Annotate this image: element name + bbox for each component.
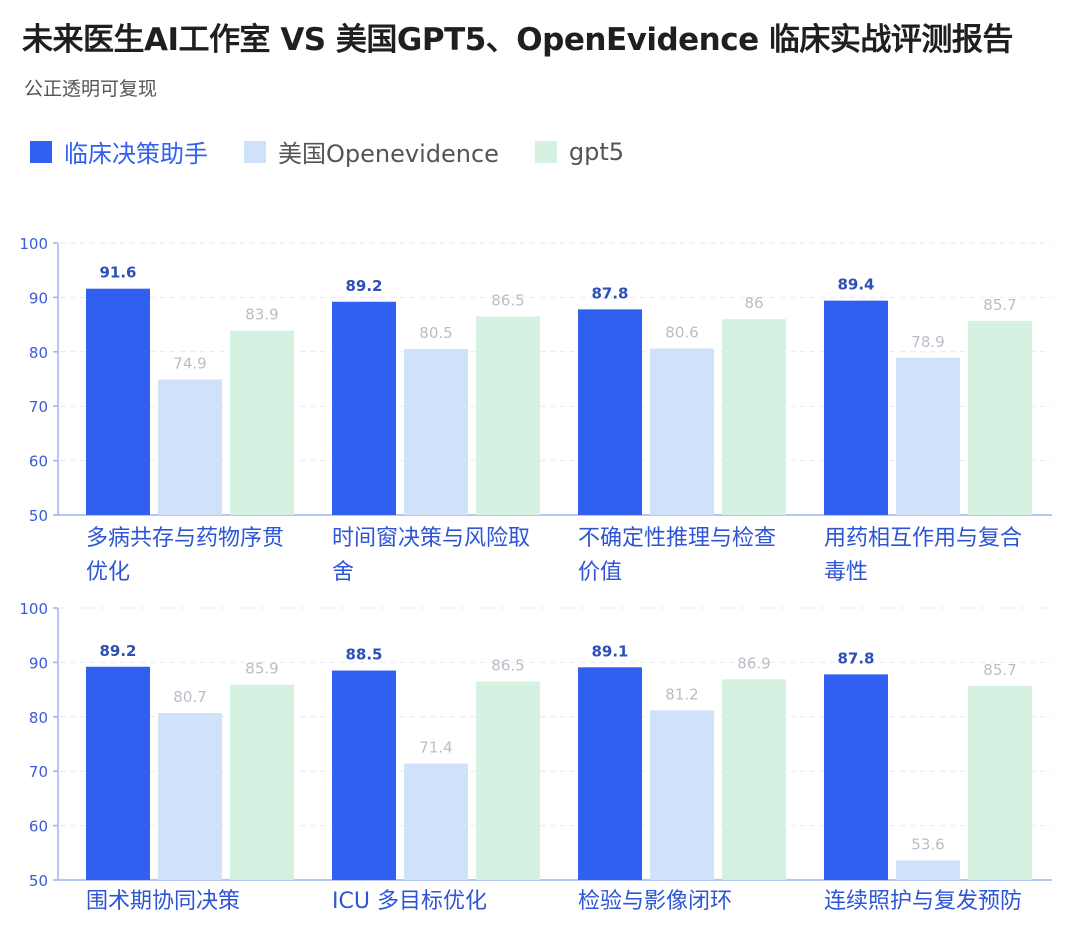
y-tick-label: 50 — [29, 872, 48, 890]
bar-value-label: 91.6 — [99, 264, 136, 282]
bar-value-label: 83.9 — [245, 306, 278, 324]
bar — [476, 316, 540, 515]
legend-item-1[interactable]: 临床决策助手 — [30, 134, 208, 169]
bar — [476, 681, 540, 880]
legend-label-1: 临床决策助手 — [64, 140, 208, 168]
legend-label-2: 美国Openevidence — [278, 140, 499, 168]
bar — [158, 379, 222, 515]
y-tick-label: 70 — [29, 763, 48, 781]
legend-item-3[interactable]: gpt5 — [534, 137, 625, 166]
bar — [722, 679, 786, 880]
page-subtitle: 公正透明可复现 — [24, 78, 158, 100]
bar — [722, 319, 786, 515]
category-label: 不确定性推理与检查价值 — [578, 526, 776, 585]
bar-value-label: 89.4 — [837, 276, 874, 294]
bar — [230, 684, 294, 880]
category-label: 围术期协同决策 — [86, 889, 240, 914]
bar-value-label: 80.6 — [665, 324, 698, 342]
bar — [86, 288, 150, 515]
chart-legend: 临床决策助手 美国Openevidence gpt5 — [30, 134, 660, 169]
bar — [404, 349, 468, 515]
bar-value-label: 88.5 — [345, 646, 382, 664]
category-label: ICU 多目标优化 — [332, 889, 487, 914]
bar-value-label: 71.4 — [419, 739, 452, 757]
page-title: 未来医生AI工作室 VS 美国GPT5、OpenEvidence 临床实战评测报… — [22, 22, 1013, 58]
bar — [578, 667, 642, 880]
bar-value-label: 85.7 — [983, 296, 1016, 314]
y-tick-label: 100 — [19, 600, 48, 618]
bar-value-label: 74.9 — [173, 355, 206, 373]
bar-value-label: 89.2 — [345, 277, 382, 295]
category-label: 多病共存与药物序贯优化 — [86, 526, 284, 585]
bar-value-label: 86.5 — [491, 656, 524, 674]
bar — [332, 670, 396, 880]
bar-value-label: 86 — [744, 294, 763, 312]
category-label: 连续照护与复发预防 — [824, 889, 1022, 914]
y-tick-label: 60 — [29, 453, 48, 471]
y-tick-label: 70 — [29, 398, 48, 416]
bar-value-label: 78.9 — [911, 333, 944, 351]
legend-swatch-2 — [244, 140, 266, 163]
legend-swatch-1 — [30, 140, 52, 163]
bar-value-label: 80.7 — [173, 688, 206, 706]
bar-value-label: 80.5 — [419, 324, 452, 342]
bar-value-label: 81.2 — [665, 685, 698, 703]
y-tick-label: 60 — [29, 818, 48, 836]
y-tick-label: 90 — [29, 654, 48, 672]
y-tick-label: 80 — [29, 709, 48, 727]
category-label: 时间窗决策与风险取舍 — [332, 526, 530, 585]
legend-item-2[interactable]: 美国Openevidence — [244, 134, 499, 169]
legend-label-3: gpt5 — [568, 137, 625, 166]
bar — [650, 348, 714, 515]
y-tick-label: 50 — [29, 507, 48, 525]
bar — [332, 301, 396, 515]
bar-value-label: 87.8 — [837, 649, 874, 667]
bar-value-label: 85.7 — [983, 661, 1016, 679]
bar — [404, 763, 468, 880]
bar-value-label: 89.1 — [591, 642, 628, 660]
legend-swatch-3 — [534, 140, 557, 163]
category-label: 用药相互作用与复合毒性 — [824, 526, 1022, 585]
bar — [578, 309, 642, 515]
bar — [968, 685, 1032, 880]
bar-value-label: 86.9 — [737, 654, 770, 672]
bar — [86, 666, 150, 880]
bar — [158, 712, 222, 880]
bar — [824, 300, 888, 515]
bar — [896, 860, 960, 880]
bar — [230, 330, 294, 515]
bar-value-label: 86.5 — [491, 291, 524, 309]
bar — [650, 710, 714, 880]
y-tick-label: 80 — [29, 344, 48, 362]
category-label: 检验与影像闭环 — [578, 889, 732, 914]
bar — [896, 357, 960, 515]
bar — [968, 320, 1032, 515]
bar-value-label: 85.9 — [245, 660, 278, 678]
bar-value-label: 89.2 — [99, 642, 136, 660]
y-tick-label: 100 — [19, 235, 48, 253]
y-tick-label: 90 — [29, 289, 48, 307]
bar-value-label: 53.6 — [911, 835, 944, 853]
bar-value-label: 87.8 — [591, 284, 628, 302]
bar — [824, 674, 888, 880]
